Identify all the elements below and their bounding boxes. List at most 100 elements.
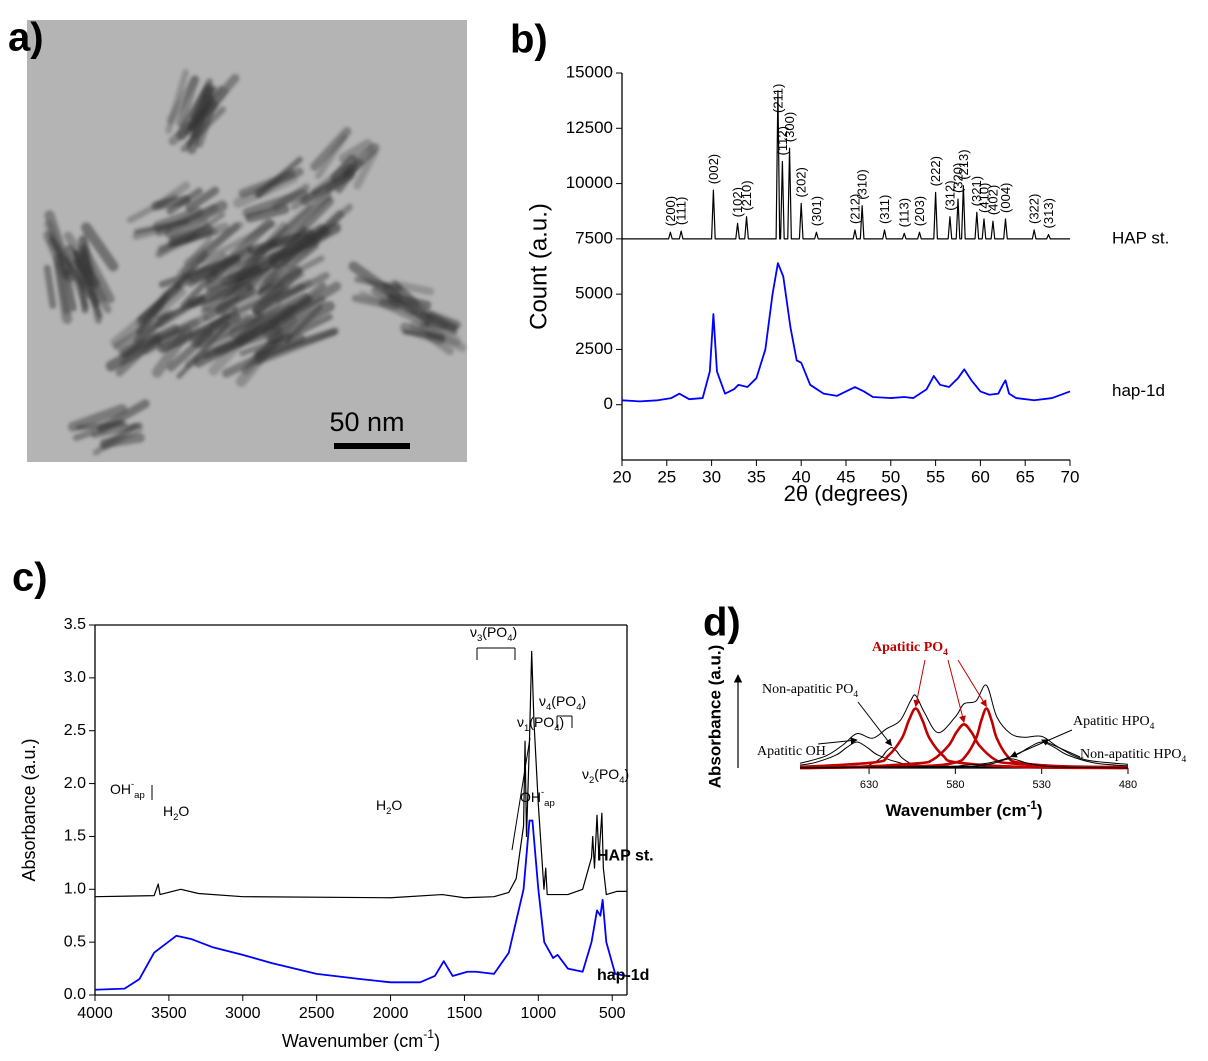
nanorod — [342, 143, 380, 179]
nanorod — [229, 246, 267, 289]
x-tick-label: 1000 — [521, 1005, 557, 1022]
nanorod — [81, 222, 119, 272]
series-label: HAP st. — [1112, 228, 1169, 247]
peak-label: (312) — [942, 180, 957, 210]
nanorod — [157, 228, 219, 252]
nanorod — [176, 75, 200, 128]
text-part: ) — [581, 693, 586, 709]
text-part: -1 — [1027, 800, 1038, 812]
nanorod — [348, 261, 402, 302]
text-part: Non-apatitic PO — [762, 682, 853, 697]
x-tick-label: 3500 — [151, 1005, 187, 1022]
x-tick-label: 20 — [613, 467, 632, 486]
nanorod — [314, 134, 348, 180]
nanorod — [255, 313, 333, 356]
y-tick-label: 5000 — [575, 284, 613, 303]
text-part: - — [131, 779, 134, 790]
peak-label: (200) — [663, 196, 678, 226]
peak-label: (402) — [985, 185, 1000, 215]
nanorod — [115, 332, 162, 377]
text-part: Apatitic HPO — [1073, 714, 1150, 729]
fit-curve — [799, 684, 1129, 765]
nanorod — [233, 270, 278, 303]
annotation: ν4(PO4) — [539, 693, 586, 713]
nanorod — [418, 322, 467, 352]
nanorod — [255, 156, 303, 198]
x-axis-label: 2θ (degrees) — [784, 481, 909, 506]
text-part: OH — [520, 789, 541, 805]
text-part: -1 — [423, 1027, 434, 1041]
text-part: ν — [517, 714, 524, 730]
component-label: Apatitic HPO4 — [1073, 714, 1155, 732]
fit-curve — [799, 722, 1129, 770]
text-part: 1 — [524, 723, 529, 734]
peak-label: (102) — [730, 187, 745, 217]
nanorod — [308, 203, 353, 244]
x-tick-label: 1500 — [447, 1005, 483, 1022]
x-tick-label: 2500 — [299, 1005, 335, 1022]
peak-label: (210) — [739, 180, 754, 210]
series-line — [621, 262, 1071, 403]
text-part: 4 — [619, 775, 625, 786]
annotation: OH-ap — [110, 779, 145, 801]
peak-label: (311) — [877, 195, 892, 224]
x-axis-label: Wavenumber (cm-1) — [282, 1027, 440, 1051]
x-tick-label: 530 — [1033, 779, 1051, 791]
text-part: Wavenumber (cm — [282, 1031, 423, 1051]
series-label: hap-1d — [597, 967, 649, 984]
annotation: ν1(PO4) — [517, 714, 564, 734]
x-tick-label: 25 — [657, 467, 676, 486]
component-label: Apatitic PO4 — [872, 640, 948, 658]
peak-label: (004) — [998, 183, 1013, 213]
text-part: Wavenumber (cm — [885, 801, 1026, 820]
nanorod — [158, 255, 240, 288]
panel-label: b) — [510, 18, 548, 62]
annotation: ν3(PO4) — [470, 624, 517, 644]
annotation: H2O — [376, 797, 402, 817]
nanorod — [265, 255, 325, 290]
text-part: (PO — [482, 624, 507, 640]
peak-label: (321) — [969, 176, 984, 206]
text-part: Apatitic OH — [757, 744, 826, 759]
y-tick-label: 3.0 — [64, 669, 86, 686]
series-line — [94, 819, 628, 991]
text-part: H — [163, 803, 173, 819]
x-tick-label: 580 — [946, 779, 964, 791]
y-tick-label: 15000 — [566, 62, 613, 81]
peak-label: (300) — [782, 112, 797, 142]
peak-label: (202) — [794, 167, 809, 197]
series-label: hap-1d — [1112, 381, 1165, 400]
peak-label: (322) — [1027, 194, 1042, 224]
nanorod — [245, 204, 290, 223]
peak-label: (211) — [770, 84, 785, 113]
component-arrow — [857, 701, 892, 747]
y-tick-label: 0 — [604, 394, 613, 413]
peak-label: (112) — [775, 126, 790, 155]
component-arrow — [1041, 739, 1081, 758]
text-part: 4 — [546, 702, 552, 713]
nanorod — [185, 186, 220, 212]
text-part: ) — [1037, 801, 1043, 820]
component-arrow — [817, 737, 858, 745]
text-part: H — [376, 797, 386, 813]
nanorod — [186, 86, 214, 154]
nanorod — [292, 196, 334, 239]
y-axis-label: Absorbance (a.u.) — [705, 645, 724, 789]
nanorod — [156, 318, 200, 346]
text-part: 4 — [1150, 722, 1155, 732]
annotation-line — [511, 737, 531, 851]
text-part: ν — [539, 693, 546, 709]
panel-label: c) — [12, 556, 48, 600]
peak-label: (111) — [674, 197, 689, 225]
text-part: O — [178, 803, 189, 819]
fit-curve — [799, 741, 1129, 769]
nanorod — [421, 308, 461, 330]
y-axis-label: Count (a.u.) — [525, 203, 552, 330]
peak-label: (203) — [912, 196, 927, 226]
component-label: Non-apatitic PO4 — [762, 682, 858, 700]
panel-label: d) — [703, 601, 741, 645]
nanorod — [221, 334, 306, 378]
x-tick-label: 50 — [881, 467, 900, 486]
x-axis-label: Wavenumber (cm-1) — [885, 800, 1042, 820]
